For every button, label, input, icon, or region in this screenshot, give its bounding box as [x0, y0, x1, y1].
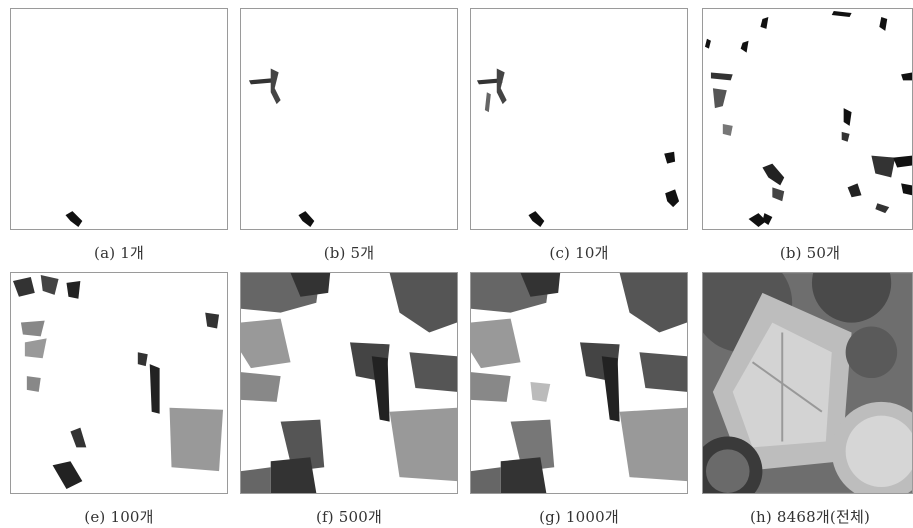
- caption-h: (h) 8468개(전체): [749, 508, 870, 526]
- caption-d: (b) 50개: [779, 244, 841, 262]
- caption-f: (f) 500개: [315, 508, 383, 526]
- segment-image-c: [476, 68, 680, 227]
- caption-e: (e) 100개: [84, 508, 154, 526]
- caption-c: (c) 10개: [549, 244, 609, 262]
- caption-a: (a) 1개: [94, 244, 144, 262]
- segment-image-a: [65, 211, 83, 227]
- panel-a: [10, 8, 228, 230]
- caption-b: (b) 5개: [323, 244, 375, 262]
- segment-image-b: [248, 68, 315, 227]
- segment-image-g: [471, 273, 687, 493]
- panel-h: [702, 272, 913, 494]
- panel-f: [240, 272, 458, 494]
- panel-d: [702, 8, 913, 230]
- segment-image-h: [703, 273, 912, 493]
- panel-e: [10, 272, 228, 494]
- panel-c: [470, 8, 688, 230]
- caption-g: (g) 1000개: [539, 508, 619, 526]
- segment-image-d: [704, 11, 912, 227]
- segment-image-e: [12, 275, 224, 490]
- panel-g: [470, 272, 688, 494]
- panel-b: [240, 8, 458, 230]
- segment-image-f: [241, 273, 457, 493]
